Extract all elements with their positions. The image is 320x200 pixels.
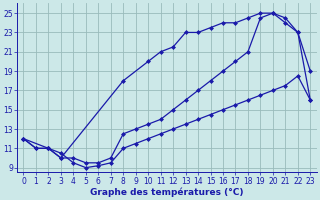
X-axis label: Graphe des températures (°C): Graphe des températures (°C) <box>90 187 244 197</box>
